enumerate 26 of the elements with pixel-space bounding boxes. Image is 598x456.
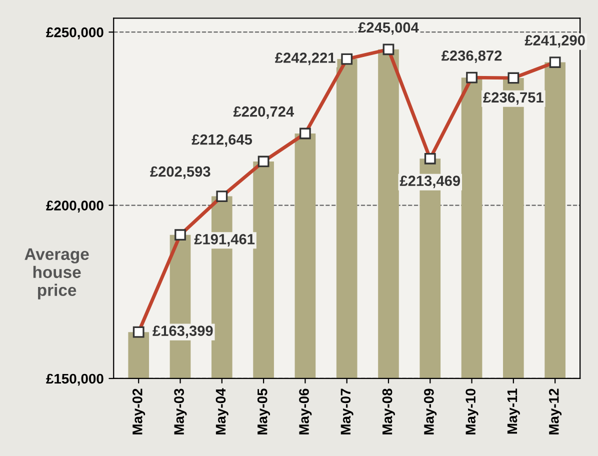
- x-tick-label: May-11: [507, 388, 520, 434]
- x-tick-label: May-03: [174, 388, 187, 434]
- x-tick-label: May-08: [382, 388, 395, 434]
- x-tick-label: May-06: [299, 388, 312, 434]
- data-label: £213,469: [400, 176, 460, 188]
- x-tick-label: May-04: [216, 388, 228, 434]
- y-axis-title: Average house price: [24, 248, 89, 300]
- data-label: £241,290: [524, 35, 585, 48]
- data-label: £236,872: [442, 50, 502, 63]
- data-label: £245,004: [358, 22, 419, 35]
- data-label: £163,399: [152, 326, 213, 338]
- x-tick-label: May-10: [466, 388, 478, 434]
- x-tick-label: May-07: [340, 388, 354, 434]
- data-label: £242,221: [275, 52, 336, 66]
- data-label: £212,645: [192, 134, 252, 147]
- y-tick-label: £250,000: [46, 27, 104, 40]
- x-tick-label: May-12: [548, 388, 562, 434]
- x-tick-label: May-02: [132, 388, 146, 434]
- x-tick-label: May-05: [257, 388, 270, 434]
- data-label: £191,461: [194, 234, 255, 246]
- y-tick-label: £150,000: [46, 374, 104, 386]
- data-label: £236,751: [483, 92, 544, 105]
- x-tick-label: May-09: [424, 388, 437, 434]
- data-label: £202,593: [150, 166, 210, 179]
- data-label: £220,724: [233, 106, 294, 119]
- y-tick-label: £200,000: [46, 200, 104, 212]
